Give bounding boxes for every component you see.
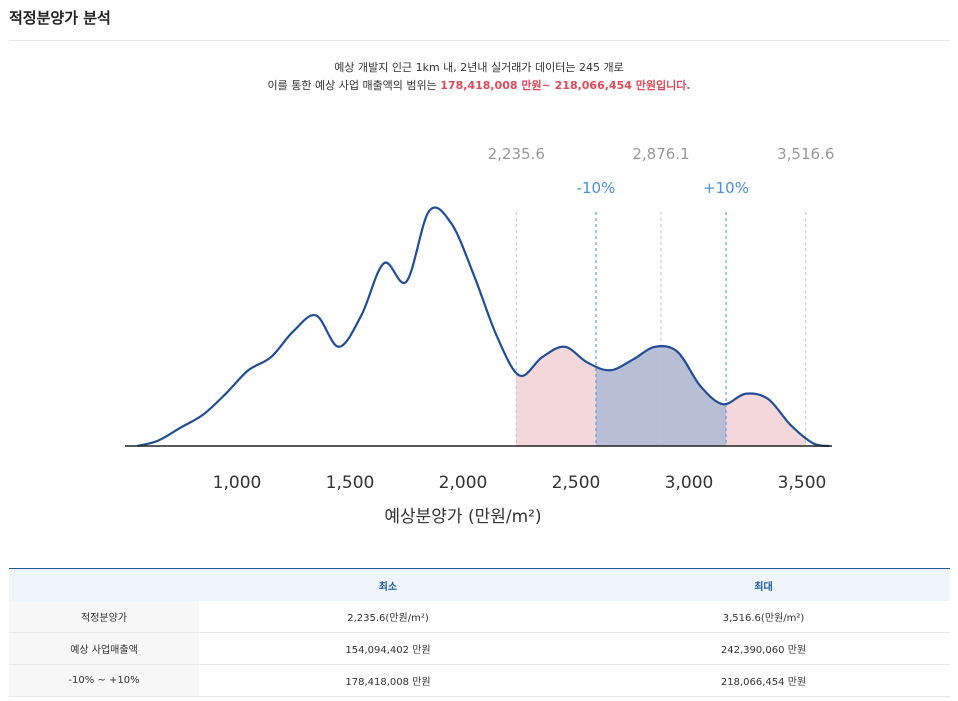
table-row-label: -10% ~ +10% [9,664,199,697]
x-tick-label: 3,000 [665,473,714,493]
marker-label-1: 2,876.1 [632,145,689,163]
band-marker-label-1: +10% [703,179,749,197]
x-tick-label: 1,000 [213,473,262,493]
table-row: 예상 사업매출액 154,094,402 만원 242,390,060 만원 [9,632,950,665]
summary-line-2: 이를 통한 예상 사업 매출액의 범위는 178,418,008 만원~ 218… [0,77,958,93]
density-curve [137,206,830,448]
table-cell-min: 154,094,402 만원 [199,632,577,665]
table-cell-max: 242,390,060 만원 [577,632,950,665]
table-row: 적정분양가 2,235.6(만원/m²) 3,516.6(만원/m²) [9,601,950,633]
title-divider [9,40,950,41]
table-header-empty [9,568,199,601]
x-tick-label: 2,500 [552,473,601,493]
table-header-row: 최소 최대 [9,568,950,601]
table-cell-min: 178,418,008 만원 [199,664,577,697]
x-tick-label: 1,500 [326,473,375,493]
table-header-max: 최대 [577,568,950,601]
summary-revenue-range: 178,418,008 만원~ 218,066,454 만원입니다. [440,79,691,92]
result-table: 최소 최대 적정분양가 2,235.6(만원/m²) 3,516.6(만원/m²… [9,568,950,697]
table-row-label: 적정분양가 [9,601,199,633]
band-marker-label-0: -10% [577,179,616,197]
price-distribution-chart: 2,235.6 2,876.1 3,516.6 -10% +10% 1,000 1,500 2… [125,145,834,527]
marker-label-2: 3,516.6 [777,145,834,163]
table-row: -10% ~ +10% 178,418,008 만원 218,066,454 만… [9,664,950,697]
table-cell-max: 3,516.6(만원/m²) [577,601,950,633]
summary-line-1: 예상 개발지 인근 1km 내, 2년내 실거래가 데이터는 245 개로 [334,61,624,74]
table-cell-min: 2,235.6(만원/m²) [199,601,577,633]
band-fill-area [595,346,727,446]
marker-label-0: 2,235.6 [488,145,545,163]
table-header-min: 최소 [199,568,577,601]
x-tick-label: 3,500 [778,473,827,493]
table-row-label: 예상 사업매출액 [9,632,199,665]
table-cell-max: 218,066,454 만원 [577,664,950,697]
x-tick-label: 2,000 [439,473,488,493]
section-title: 적정분양가 분석 [9,9,111,27]
summary-line-2-prefix: 이를 통한 예상 사업 매출액의 범위는 [267,79,441,92]
x-axis-title: 예상분양가 (만원/m²) [384,507,541,527]
